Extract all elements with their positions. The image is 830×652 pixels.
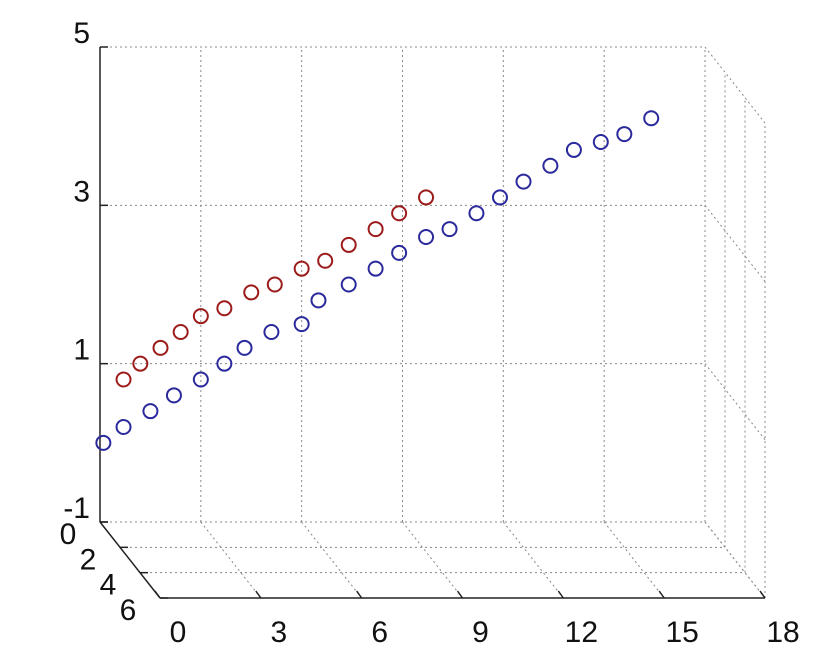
data-point [441,221,458,238]
data-point [142,403,159,420]
data-point [192,308,209,325]
data-point [216,300,233,317]
tick-mark [154,590,161,599]
data-point [165,387,182,404]
y-axis [99,521,161,599]
grid-line [200,521,262,599]
data-point [293,316,310,333]
grid-line [704,205,766,282]
x-tick-label: 9 [472,616,489,649]
data-point [565,141,582,158]
data-point [592,134,609,150]
tick-mark [658,590,665,599]
z-tick-label: 1 [73,334,90,367]
data-point [95,434,112,451]
data-point [616,126,633,143]
grid-line [704,46,766,124]
data-point [115,419,132,435]
x-tick-label: 0 [170,616,187,649]
x-tick-label: 18 [766,616,799,649]
data-point [293,260,310,277]
data-point [192,371,209,388]
grid-line [402,521,463,599]
tick-mark [456,590,464,599]
data-point [515,173,532,190]
grid-line [704,521,766,599]
data-point [266,276,283,293]
tick-mark [255,590,262,599]
x-tick-label: 15 [665,616,698,649]
grid-line [603,521,665,599]
grid-line [502,521,564,599]
data-point [115,371,132,388]
tick-mark [356,590,363,599]
z-tick-label: -1 [63,492,90,525]
y-tick-label: 4 [100,569,117,602]
data-point [418,229,435,245]
data-point [367,260,384,277]
data-point [172,324,189,340]
grid-line [704,521,766,599]
data-point [310,292,327,309]
data-point [491,189,508,206]
data-point [340,276,357,293]
x-tick-label: 3 [270,616,287,649]
tick-mark [557,590,564,599]
y-tick-label: 0 [60,518,77,551]
data-point [236,339,253,356]
y-tick-label: 6 [120,594,137,627]
data-point [643,110,660,127]
grid-line [704,363,766,440]
data-point [317,252,334,269]
data-point [243,284,260,301]
data-point [132,355,149,372]
data-point [468,205,485,222]
z-tick-label: 5 [73,17,90,50]
data-point [418,189,435,206]
x-tick-label: 12 [565,616,598,649]
grid-line [301,521,363,599]
data-point [340,236,357,253]
data-point [391,244,408,261]
data-point [152,339,169,356]
y-tick-label: 2 [80,543,97,576]
data-point [263,324,280,340]
data-point [391,205,408,222]
x-tick-label: 6 [371,616,388,649]
data-point [542,157,559,174]
tick-mark [759,590,766,599]
z-tick-label: 3 [73,175,90,208]
data-point [367,221,384,238]
data-point [216,355,233,372]
